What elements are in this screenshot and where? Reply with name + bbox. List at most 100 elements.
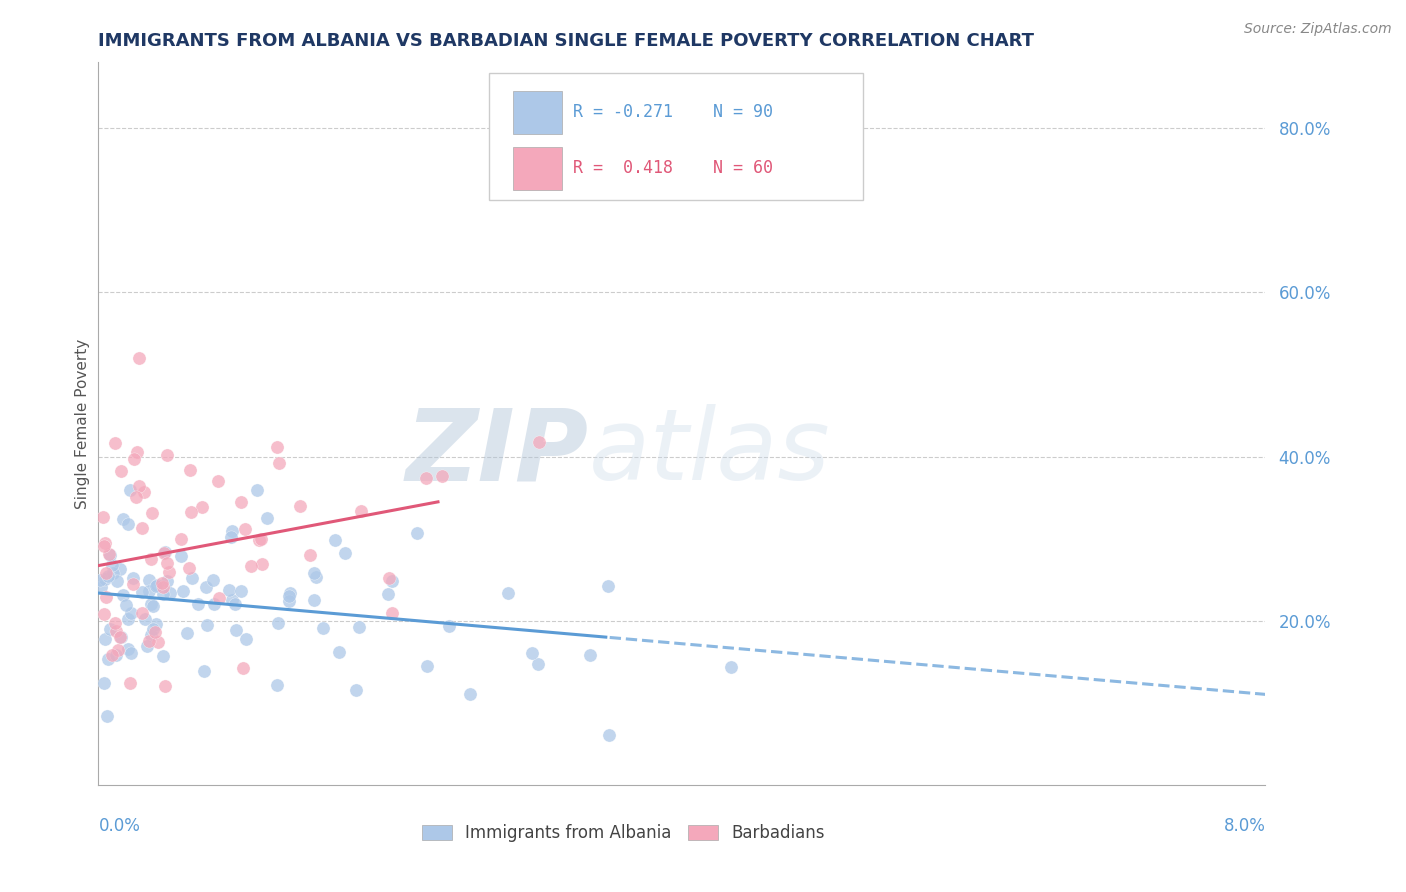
Point <box>103 566 125 581</box>
Text: ZIP: ZIP <box>405 404 589 501</box>
Point <box>91 510 114 524</box>
Point <box>90 580 112 594</box>
Point <box>221 531 243 545</box>
Point <box>235 632 257 647</box>
Point <box>201 573 224 587</box>
Point <box>267 615 290 630</box>
Point <box>381 574 404 588</box>
Point <box>460 687 482 701</box>
Point <box>224 597 246 611</box>
Point <box>333 546 356 560</box>
Point <box>290 499 312 513</box>
Point <box>277 594 299 608</box>
Point <box>156 574 179 588</box>
Point <box>104 624 127 639</box>
Point <box>249 532 271 546</box>
Point <box>156 556 179 570</box>
Point <box>94 591 117 605</box>
Point <box>170 549 193 563</box>
Text: 8.0%: 8.0% <box>1223 817 1265 836</box>
Point <box>350 504 373 518</box>
Point <box>94 632 117 646</box>
Point <box>278 589 301 603</box>
Point <box>128 479 150 493</box>
Point <box>180 571 202 585</box>
Point <box>107 643 129 657</box>
Point <box>720 660 742 674</box>
Point <box>121 576 143 591</box>
Point <box>347 620 370 634</box>
Legend: Immigrants from Albania, Barbadians: Immigrants from Albania, Barbadians <box>415 818 832 849</box>
Text: atlas: atlas <box>589 404 830 501</box>
Point <box>344 682 367 697</box>
Point <box>187 597 209 611</box>
Point <box>96 566 118 580</box>
Point <box>280 585 302 599</box>
Point <box>128 351 150 366</box>
Point <box>266 440 288 454</box>
Point <box>134 485 156 500</box>
Point <box>202 597 225 611</box>
Point <box>323 533 346 548</box>
Point <box>179 463 201 477</box>
Point <box>122 451 145 466</box>
Point <box>159 586 181 600</box>
Point <box>269 456 291 470</box>
Point <box>98 548 121 562</box>
Point <box>110 562 132 576</box>
Point <box>98 623 121 637</box>
Point <box>142 622 165 636</box>
Point <box>247 533 270 548</box>
Point <box>110 630 132 644</box>
Point <box>93 607 115 621</box>
Point <box>377 587 399 601</box>
Point <box>305 569 328 583</box>
FancyBboxPatch shape <box>489 73 863 200</box>
Point <box>225 623 247 637</box>
Point <box>266 678 288 692</box>
Text: Source: ZipAtlas.com: Source: ZipAtlas.com <box>1244 22 1392 37</box>
Point <box>233 522 256 536</box>
FancyBboxPatch shape <box>513 147 562 190</box>
Point <box>93 675 115 690</box>
Point <box>98 547 121 561</box>
Point <box>152 576 174 591</box>
Point <box>522 646 544 660</box>
Point <box>250 557 273 571</box>
Point <box>430 469 453 483</box>
Point <box>131 606 153 620</box>
Point <box>141 551 163 566</box>
Point <box>120 483 142 498</box>
Point <box>141 627 163 641</box>
Point <box>579 648 602 662</box>
Point <box>256 511 278 525</box>
Point <box>527 434 550 449</box>
Point <box>157 565 180 579</box>
Point <box>120 676 142 690</box>
Point <box>138 584 160 599</box>
Point <box>114 598 136 612</box>
Y-axis label: Single Female Poverty: Single Female Poverty <box>75 339 90 508</box>
Point <box>180 505 202 519</box>
Point <box>208 591 231 606</box>
Point <box>108 630 131 644</box>
Point <box>96 709 118 723</box>
Point <box>94 573 117 587</box>
Point <box>124 491 146 505</box>
Point <box>104 615 127 630</box>
Point <box>302 566 325 581</box>
Point <box>134 612 156 626</box>
Point <box>145 616 167 631</box>
Point <box>146 635 169 649</box>
Point <box>105 648 128 663</box>
Point <box>218 582 240 597</box>
Point <box>298 548 321 562</box>
Point <box>221 593 243 607</box>
Point <box>246 483 269 497</box>
Point <box>302 592 325 607</box>
Point <box>143 624 166 639</box>
Point <box>125 444 148 458</box>
Point <box>156 449 179 463</box>
Point <box>93 539 115 553</box>
Point <box>526 657 548 672</box>
